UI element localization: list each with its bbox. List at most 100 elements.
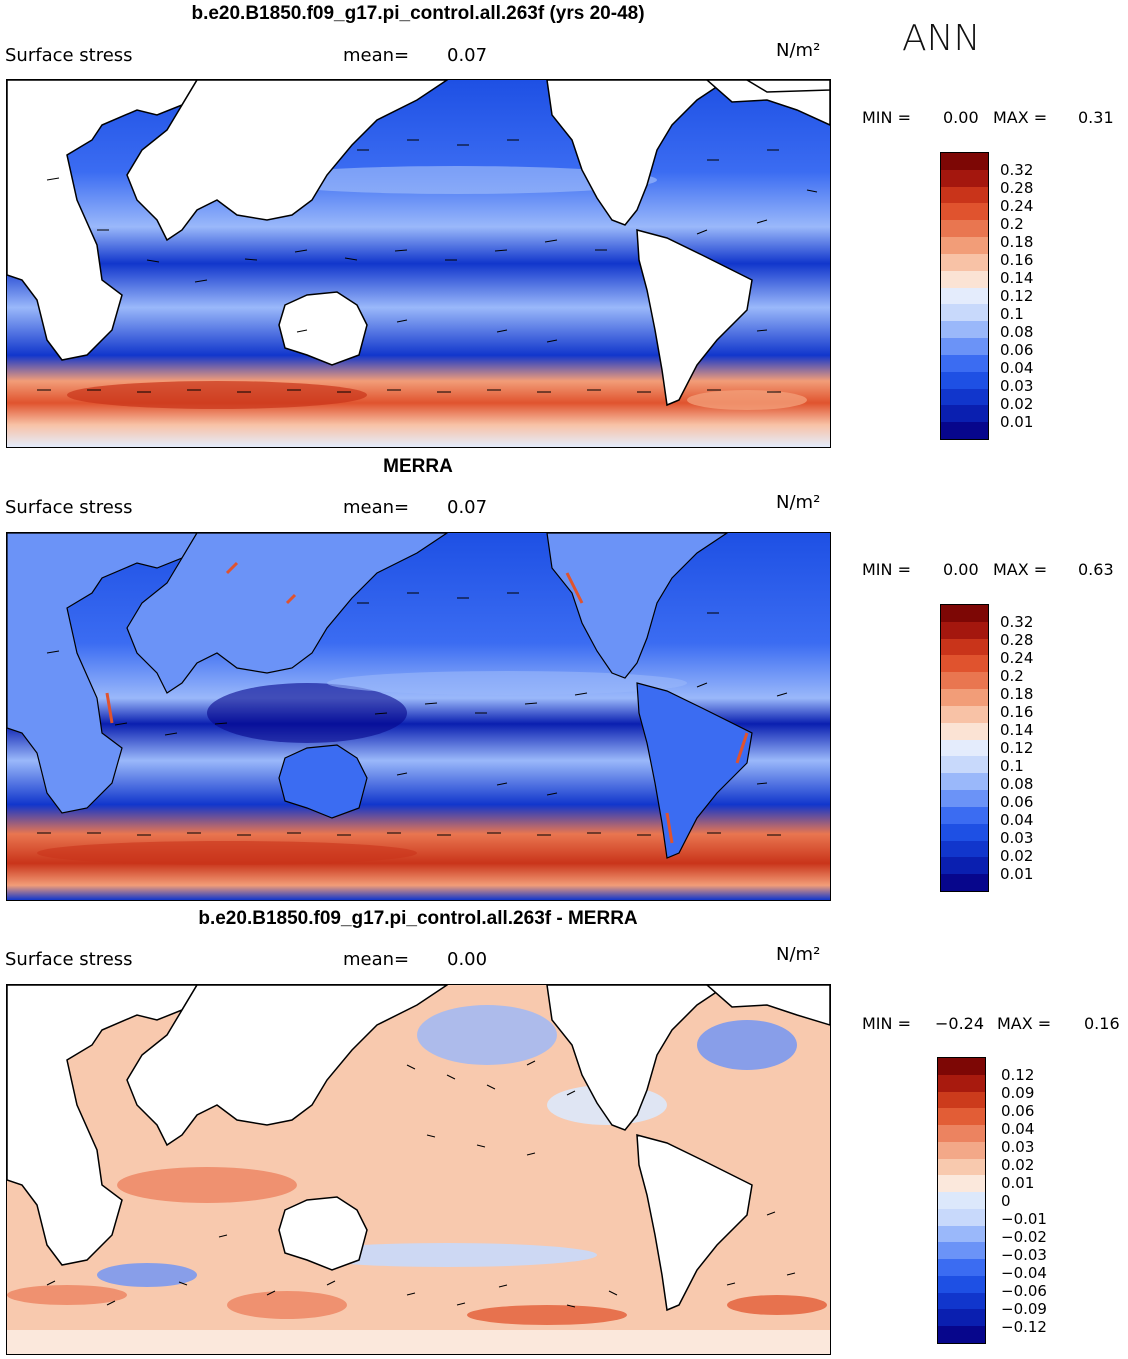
colorbar-swatch (938, 1108, 985, 1126)
colorbar-swatch (938, 1091, 985, 1109)
panel-3-map (6, 984, 831, 1355)
colorbar-tick-label: 0.04 (1000, 811, 1034, 829)
colorbar-swatch (941, 806, 988, 825)
colorbar-tick-label: 0.14 (1000, 269, 1034, 287)
wind-vectors (37, 139, 818, 393)
colorbar-tick-label: −0.01 (1001, 1210, 1047, 1228)
colorbar-tick-label: 0.18 (1000, 685, 1034, 703)
colorbar-tick-label: 0.08 (1000, 775, 1034, 793)
panel-2-max-label: MAX = (993, 560, 1048, 579)
colorbar-swatch (941, 790, 988, 808)
colorbar-swatch (941, 621, 988, 640)
continents-diff (7, 985, 830, 1312)
panel-3-max-value: 0.16 (1084, 1014, 1120, 1033)
colorbar-swatch (941, 638, 988, 656)
colorbar-tick-label: 0.06 (1001, 1102, 1035, 1120)
colorbar-tick-label: 0.1 (1000, 305, 1024, 323)
colorbar-swatch (941, 840, 988, 858)
season-label: ANN (902, 18, 981, 59)
panel-2-min-label: MIN = (862, 560, 911, 579)
orographic-stress (105, 561, 749, 844)
colorbar-tick-label: 0.1 (1000, 757, 1024, 775)
colorbar-tick-label: 0.02 (1001, 1156, 1035, 1174)
panel-3-variable: Surface stress (5, 949, 133, 970)
colorbar-tick-label: 0.24 (1000, 649, 1034, 667)
colorbar-swatch (941, 857, 988, 875)
panel-3-title: b.e20.B1850.f09_g17.pi_control.all.263f … (198, 908, 638, 929)
colorbar-tick-label: 0 (1001, 1192, 1011, 1210)
colorbar-swatch (941, 270, 988, 289)
colorbar-swatch (941, 773, 988, 791)
wind-vectors-diff (46, 1060, 796, 1308)
colorbar-swatch (941, 422, 988, 440)
colorbar-tick-label: 0.28 (1000, 631, 1034, 649)
colorbar-swatch (941, 605, 988, 623)
colorbar-swatch (941, 287, 988, 305)
colorbar-swatch (941, 253, 988, 272)
colorbar-swatch (938, 1309, 985, 1327)
panel-1-title: b.e20.B1850.f09_g17.pi_control.all.263f … (191, 3, 645, 24)
colorbar-tick-label: 0.12 (1001, 1066, 1035, 1084)
colorbar-swatch (941, 705, 988, 724)
colorbar-tick-label: 0.06 (1000, 793, 1034, 811)
panel-3-min-label: MIN = (862, 1014, 911, 1033)
panel-2-colorbar (940, 604, 989, 892)
colorbar-swatch (941, 371, 988, 390)
colorbar-swatch (941, 388, 988, 406)
wind-vectors-merra (37, 592, 788, 836)
colorbar-tick-label: −0.04 (1001, 1264, 1047, 1282)
colorbar-tick-label: 0.03 (1001, 1138, 1035, 1156)
colorbar-tick-label: 0.32 (1000, 161, 1034, 179)
colorbar-swatch (938, 1141, 985, 1160)
colorbar-tick-label: 0.18 (1000, 233, 1034, 251)
panel-3-units: N/m² (776, 944, 821, 965)
colorbar-tick-label: 0.02 (1000, 847, 1034, 865)
colorbar-tick-label: 0.16 (1000, 251, 1034, 269)
colorbar-tick-label: 0.16 (1000, 703, 1034, 721)
panel-1-map (6, 79, 831, 448)
colorbar-swatch (941, 874, 988, 892)
colorbar-swatch (938, 1058, 985, 1076)
colorbar-swatch (941, 338, 988, 356)
colorbar-swatch (938, 1292, 985, 1310)
colorbar-tick-label: 0.06 (1000, 341, 1034, 359)
panel-3-max-label: MAX = (997, 1014, 1052, 1033)
colorbar-swatch (938, 1242, 985, 1260)
colorbar-swatch (938, 1275, 985, 1294)
colorbar-swatch (941, 220, 988, 238)
continents-merra (7, 533, 753, 859)
panel-2-mean-value: 0.07 (447, 497, 488, 518)
southern-jet-core (67, 381, 367, 409)
colorbar-swatch (938, 1225, 985, 1243)
colorbar-swatch (941, 186, 988, 204)
colorbar-swatch (941, 203, 988, 221)
colorbar-tick-label: 0.12 (1000, 739, 1034, 757)
colorbar-tick-label: 0.09 (1001, 1084, 1035, 1102)
colorbar-swatch (941, 722, 988, 741)
panel-1-max-value: 0.31 (1078, 108, 1114, 127)
panel-2-map (6, 532, 831, 901)
panel-3-mean-value: 0.00 (447, 949, 488, 970)
colorbar-swatch (941, 823, 988, 842)
trade-wind-band (257, 166, 657, 194)
colorbar-tick-label: 0.03 (1000, 829, 1034, 847)
panel-3-mean-label: mean= (343, 949, 410, 970)
colorbar-swatch (938, 1125, 985, 1143)
colorbar-tick-label: −0.02 (1001, 1228, 1047, 1246)
colorbar-tick-label: 0.03 (1000, 377, 1034, 395)
colorbar-swatch (938, 1326, 985, 1344)
panel-2-min-value: 0.00 (943, 560, 979, 579)
panel-2-variable: Surface stress (5, 497, 133, 518)
colorbar-swatch (941, 169, 988, 188)
colorbar-tick-label: 0.14 (1000, 721, 1034, 739)
colorbar-swatch (938, 1259, 985, 1277)
colorbar-swatch (938, 1175, 985, 1193)
panel-1-min-label: MIN = (862, 108, 911, 127)
panel-3-colorbar (937, 1057, 986, 1344)
colorbar-swatch (938, 1158, 985, 1176)
panel-1-variable: Surface stress (5, 45, 133, 66)
colorbar-tick-label: −0.12 (1001, 1318, 1047, 1336)
colorbar-swatch (941, 405, 988, 423)
colorbar-swatch (938, 1208, 985, 1227)
colorbar-swatch (941, 689, 988, 707)
